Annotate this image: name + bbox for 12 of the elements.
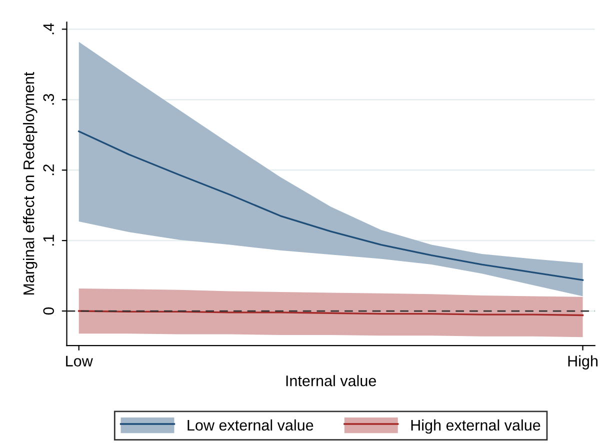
y-axis-title: Marginal effect on Redeployment (23, 72, 38, 295)
x-axis-title: Internal value (286, 375, 376, 386)
x-tick-label: Low (66, 356, 93, 366)
legend-label: High external value (411, 419, 540, 434)
y-tick-label: .2 (43, 164, 54, 176)
y-tick-label: .1 (43, 234, 54, 246)
y-tick-label: .3 (43, 94, 54, 105)
line-series (78, 130, 584, 281)
x-tick-label: High (568, 355, 598, 370)
y-tick-label: 0 (43, 307, 54, 315)
legend-label: Low external value (188, 419, 314, 431)
y-tick-label: .4 (43, 23, 54, 34)
